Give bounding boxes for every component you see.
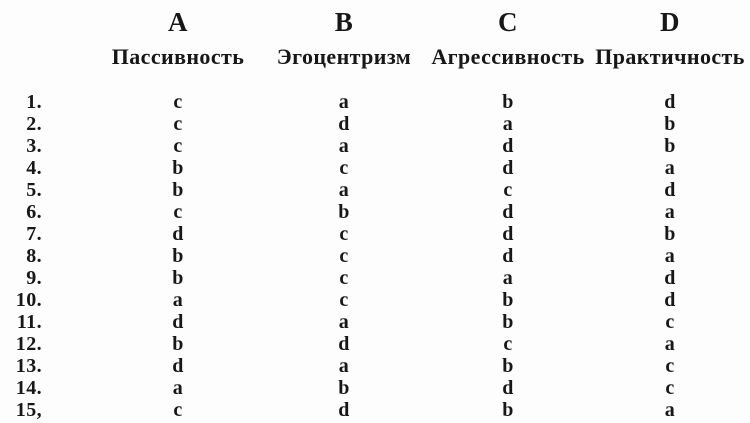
answer-cell-a: a: [172, 377, 184, 399]
answer-cell-b: a: [338, 91, 350, 113]
row-number: 12.: [15, 333, 42, 355]
answer-cell-c: d: [502, 245, 514, 267]
answer-cell-c: b: [502, 355, 514, 377]
answer-cell-a: b: [172, 245, 184, 267]
row-number: 7.: [26, 223, 42, 245]
answer-cell-b: d: [338, 333, 350, 355]
row-number: 1.: [26, 91, 42, 113]
answer-cell-d: a: [664, 245, 676, 267]
answer-cell-a: d: [172, 311, 184, 333]
answer-cell-b: d: [338, 113, 350, 135]
answer-cell-c: b: [502, 399, 514, 421]
row-number: 11.: [16, 311, 42, 333]
answer-cell-c: b: [502, 311, 514, 333]
answer-cell-c: d: [502, 157, 514, 179]
answer-cell-a: b: [172, 267, 184, 289]
answer-cell-a: d: [172, 355, 184, 377]
row-number: 15,: [15, 399, 42, 421]
column-letter-c: C: [498, 7, 518, 37]
row-number: 13.: [15, 355, 42, 377]
answer-cell-d: c: [665, 355, 675, 377]
column-label-passivity: Пассивность: [111, 44, 245, 69]
answer-cell-d: a: [664, 333, 676, 355]
answer-cell-b: a: [338, 179, 350, 201]
header-body-gap: [0, 76, 750, 91]
answer-cell-b: d: [338, 399, 350, 421]
answer-cell-c: a: [502, 113, 514, 135]
answer-cell-b: c: [339, 289, 349, 311]
answer-cell-c: d: [502, 377, 514, 399]
answer-cell-b: c: [339, 223, 349, 245]
answer-cell-d: a: [664, 201, 676, 223]
answer-cell-c: d: [502, 223, 514, 245]
column-label-aggressiveness: Агрессивность: [431, 44, 585, 69]
answer-cell-a: c: [173, 113, 183, 135]
answer-cell-c: c: [503, 333, 513, 355]
row-number: 2.: [26, 113, 42, 135]
answer-cell-a: b: [172, 333, 184, 355]
row-number: 9.: [26, 267, 42, 289]
column-letter-b: B: [334, 7, 354, 37]
answer-cell-d: d: [664, 91, 676, 113]
answer-cell-c: b: [502, 91, 514, 113]
answer-cell-b: a: [338, 311, 350, 333]
answer-cell-a: c: [173, 399, 183, 421]
answer-cell-c: d: [502, 135, 514, 157]
row-number: 8.: [26, 245, 42, 267]
answer-cell-b: b: [338, 201, 350, 223]
column-label-practicality: Практичность: [595, 44, 745, 69]
answer-cell-c: c: [503, 179, 513, 201]
letter-row-spacer: [0, 5, 94, 43]
answer-cell-a: c: [173, 91, 183, 113]
answer-cell-a: c: [173, 135, 183, 157]
answer-cell-b: c: [339, 267, 349, 289]
answer-cell-b: a: [338, 355, 350, 377]
answer-cell-b: c: [339, 245, 349, 267]
row-number: 10.: [15, 289, 42, 311]
answer-cell-d: d: [664, 267, 676, 289]
label-row-spacer: [0, 43, 94, 76]
answer-cell-a: b: [172, 179, 184, 201]
column-letter-a: A: [168, 7, 188, 37]
answer-cell-b: a: [338, 135, 350, 157]
answer-cell-d: a: [664, 157, 676, 179]
answer-cell-a: c: [173, 201, 183, 223]
answer-cell-c: a: [502, 267, 514, 289]
answer-cell-c: d: [502, 201, 514, 223]
answer-cell-c: b: [502, 289, 514, 311]
answer-cell-d: b: [664, 113, 676, 135]
answer-cell-b: c: [339, 157, 349, 179]
answer-cell-d: c: [665, 311, 675, 333]
answer-cell-d: b: [664, 135, 676, 157]
row-number: 14.: [15, 377, 42, 399]
answer-cell-d: c: [665, 377, 675, 399]
answer-cell-b: b: [338, 377, 350, 399]
answer-cell-a: b: [172, 157, 184, 179]
answer-cell-d: a: [664, 399, 676, 421]
row-number: 6.: [26, 201, 42, 223]
column-letter-d: D: [660, 7, 680, 37]
answer-cell-d: d: [664, 289, 676, 311]
answer-cell-d: d: [664, 179, 676, 201]
answer-cell-a: a: [172, 289, 184, 311]
answer-cell-d: b: [664, 223, 676, 245]
row-number: 5.: [26, 179, 42, 201]
answer-cell-a: d: [172, 223, 184, 245]
row-number: 4.: [26, 157, 42, 179]
row-number: 3.: [26, 135, 42, 157]
column-label-egocentrism: Эгоцентризм: [276, 44, 412, 69]
